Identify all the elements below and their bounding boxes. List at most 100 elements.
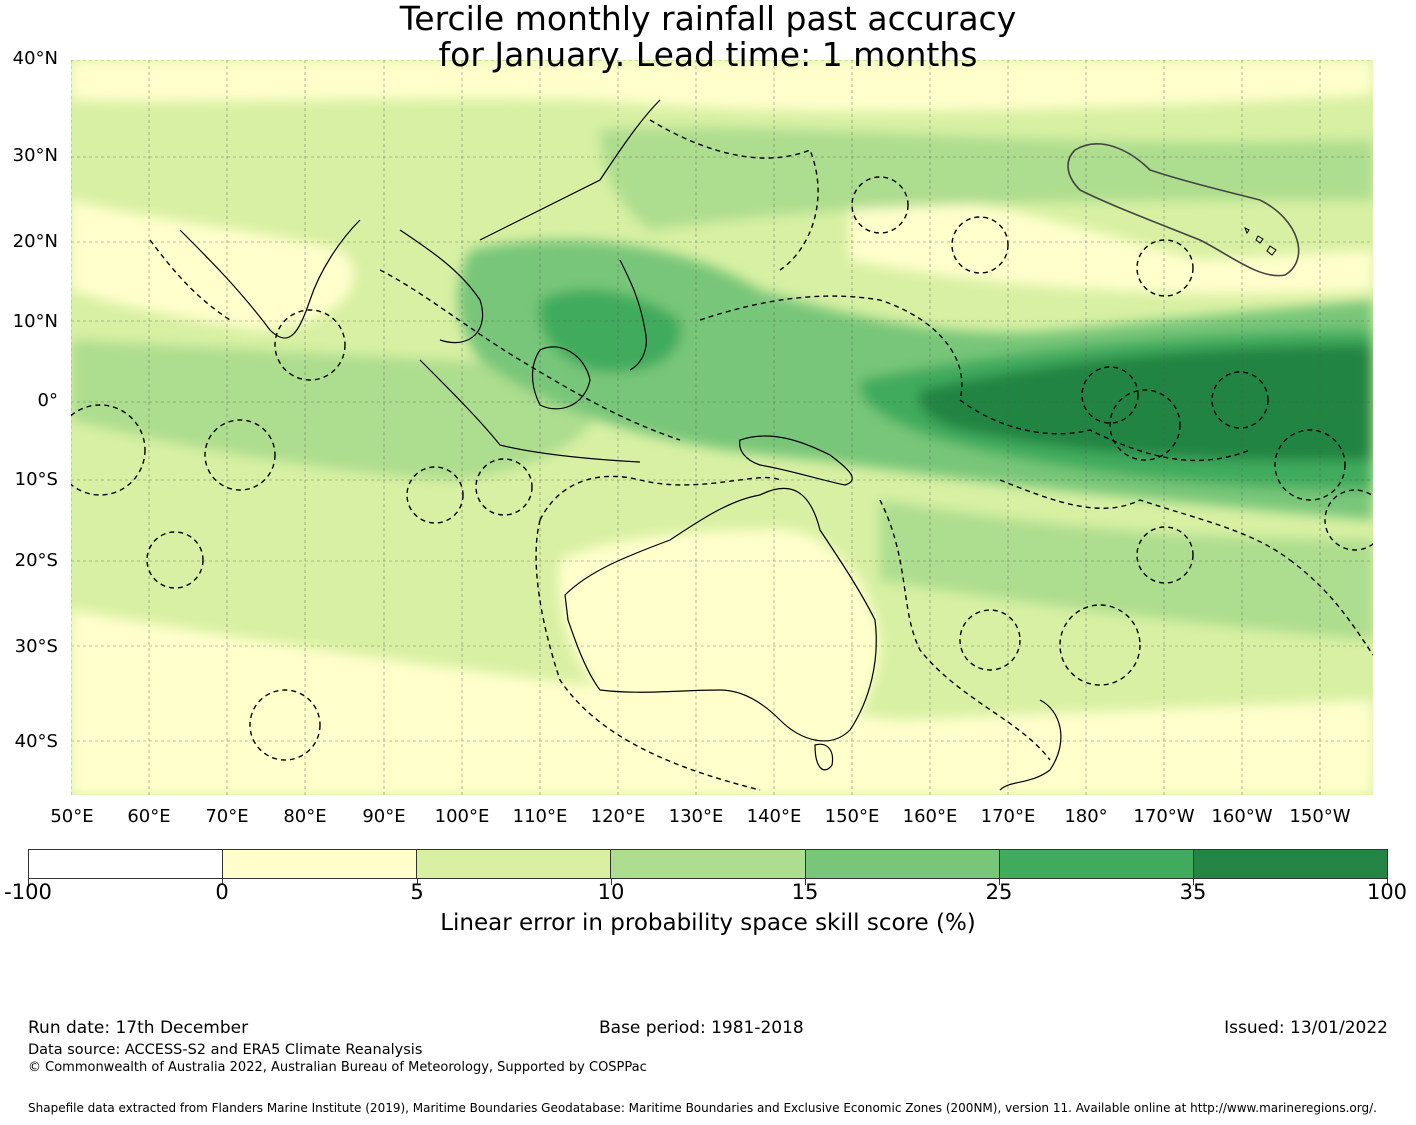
map-layers: [71, 60, 1373, 795]
tasmania-coastline: [814, 743, 834, 771]
eez-circle: [851, 176, 909, 234]
colorbar-bin: [223, 850, 418, 878]
lon-label: 60°E: [127, 806, 171, 827]
hawaii-eez-outline: [1067, 143, 1300, 277]
lon-label: 170°W: [1133, 806, 1195, 827]
eez-circle: [146, 531, 204, 589]
colorbar-tick-label: 10: [597, 880, 625, 904]
colorbar-tick-label: 25: [985, 880, 1013, 904]
eez-boundary-line: [535, 519, 761, 791]
gridlines: [71, 60, 1373, 795]
lon-label: 140°E: [746, 806, 802, 827]
lon-label: 150°W: [1289, 806, 1351, 827]
colorbar-tick: [611, 879, 612, 885]
issued-date: Issued: 13/01/2022: [1224, 1018, 1388, 1038]
lon-label: 50°E: [50, 806, 94, 827]
lon-label: 170°E: [980, 806, 1036, 827]
eez-boundaries: [71, 119, 1373, 791]
eez-boundary-line: [699, 295, 963, 401]
eez-circle: [274, 309, 346, 381]
colorbar-tick-label: 0: [215, 880, 229, 904]
hawaii-islands: [1244, 226, 1277, 256]
colorbar-bin: [999, 850, 1194, 878]
eez-boundary-line: [539, 475, 781, 521]
lon-label: 110°E: [512, 806, 568, 827]
colorbar-tick: [1387, 879, 1388, 885]
lat-label: 20°N: [12, 231, 58, 252]
colorbar-tick-label: 15: [791, 880, 819, 904]
lat-label: 30°N: [12, 145, 58, 166]
eez-circle: [249, 689, 321, 761]
skill-map: [71, 60, 1373, 795]
eez-circle: [951, 216, 1009, 274]
colorbar-tick-label: -100: [4, 880, 52, 904]
colorbar-tick: [1193, 879, 1194, 885]
lat-label: 40°N: [12, 48, 58, 69]
eez-circle: [1059, 604, 1141, 686]
colorbar-bin: [1193, 850, 1387, 878]
indochina-coastline: [399, 229, 484, 344]
lat-label: 0°: [37, 390, 58, 411]
australia-coastline: [564, 487, 877, 742]
copyright-notice: © Commonwealth of Australia 2022, Austra…: [28, 1060, 647, 1075]
lon-label: 130°E: [668, 806, 724, 827]
philippines-high-skill-area: [539, 289, 682, 373]
eez-boundary-line: [1289, 559, 1373, 656]
lon-label: 120°E: [590, 806, 646, 827]
coastlines: [179, 99, 1062, 791]
eez-circle: [1274, 429, 1346, 501]
colorbar: [28, 849, 1388, 879]
eez-circle: [959, 609, 1021, 671]
new-zealand-coastline: [999, 699, 1062, 791]
lat-label: 40°S: [14, 731, 58, 752]
north-pacific-moderate-band: [600, 127, 1373, 230]
lon-label: 150°E: [824, 806, 880, 827]
lon-label: 90°E: [362, 806, 406, 827]
indian-ocean-moderate-band: [71, 340, 604, 480]
northern-low-skill-area: [71, 60, 1373, 112]
lon-label: 70°E: [205, 806, 249, 827]
eez-boundary-line: [999, 479, 1291, 561]
colorbar-tick: [417, 879, 418, 885]
eez-circle: [1136, 526, 1194, 584]
colorbar-bin: [805, 850, 1000, 878]
china-coastline: [479, 99, 661, 241]
colorbar-tick-label: 35: [1179, 880, 1207, 904]
eez-circle: [475, 458, 533, 516]
eez-boundary-line: [879, 499, 1051, 761]
eez-circle: [1136, 239, 1194, 297]
colorbar-bin: [611, 850, 806, 878]
eez-boundary-line: [649, 119, 819, 271]
map-title-line-1: Tercile monthly rainfall past accuracy: [399, 0, 1017, 38]
lon-label: 180°: [1064, 806, 1108, 827]
lon-label: 160°E: [902, 806, 958, 827]
sumatra-java-coastline: [419, 359, 641, 463]
eez-circle: [1211, 371, 1269, 429]
equatorial-pacific-very-high-skill-band: [918, 345, 1373, 461]
eez-boundary-line: [959, 399, 1251, 462]
eez-circle: [71, 404, 146, 496]
lon-label: 80°E: [283, 806, 327, 827]
colorbar-tick-label: 100: [1366, 880, 1408, 904]
colorbar-tick: [805, 879, 806, 885]
skill-field: [71, 60, 1373, 795]
colorbar-title: Linear error in probability space skill …: [440, 910, 976, 936]
southern-low-skill-area: [71, 610, 1373, 795]
eez-boundary-line: [149, 239, 231, 321]
colorbar-tick: [28, 879, 29, 885]
data-source: Data source: ACCESS-S2 and ERA5 Climate …: [28, 1042, 423, 1058]
lon-label: 160°W: [1211, 806, 1273, 827]
colorbar-bin: [417, 850, 612, 878]
shapefile-attribution: Shapefile data extracted from Flanders M…: [28, 1101, 1377, 1115]
india-coastline: [179, 219, 361, 339]
run-date: Run date: 17th December: [28, 1018, 249, 1038]
base-period: Base period: 1981-2018: [599, 1018, 804, 1038]
lon-label: 100°E: [434, 806, 490, 827]
lat-label: 10°S: [14, 469, 58, 490]
colorbar-tick-label: 5: [410, 880, 424, 904]
colorbar-tick: [222, 879, 223, 885]
map-title-line-2: for January. Lead time: 1 months: [438, 35, 978, 74]
new-guinea-coastline: [739, 435, 853, 486]
colorbar-bin: [29, 850, 224, 878]
lat-label: 10°N: [12, 311, 58, 332]
